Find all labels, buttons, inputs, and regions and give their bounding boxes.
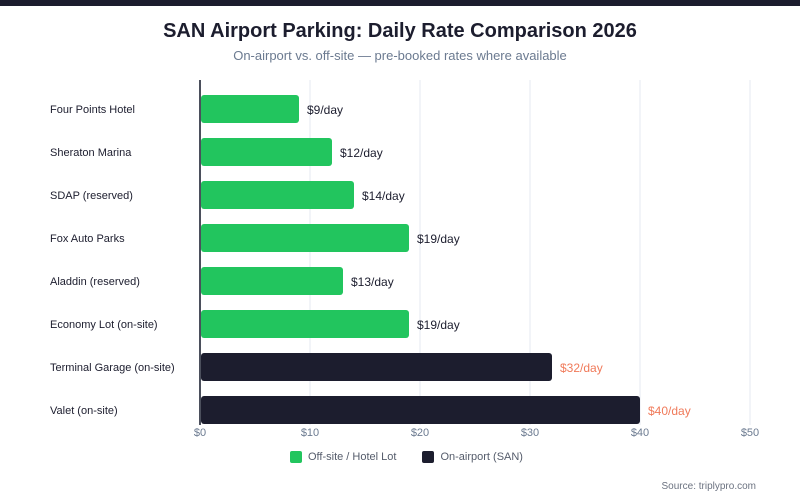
x-tick-label: $20 — [411, 427, 429, 439]
legend-swatch-offsite — [290, 451, 302, 463]
x-tick-label: $0 — [194, 427, 206, 439]
legend-item-offsite: Off-site / Hotel Lot — [290, 451, 396, 463]
bar-offsite — [201, 181, 354, 209]
data-label: $9/day — [307, 103, 343, 117]
value-labels: $9/day $12/day $14/day $19/day $13/day $19/da… — [307, 103, 691, 418]
data-label: $19/day — [417, 232, 460, 246]
legend-label-onairport: On-airport (SAN) — [440, 451, 523, 463]
category-label: Four Points Hotel — [50, 104, 135, 116]
data-label: $13/day — [351, 275, 394, 289]
chart-title: SAN Airport Parking: Daily Rate Comparis… — [163, 20, 637, 42]
category-label: Fox Auto Parks — [50, 233, 125, 245]
data-label: $32/day — [560, 361, 603, 375]
x-tick-label: $40 — [631, 427, 649, 439]
category-labels: Four Points Hotel Sheraton Marina SDAP (re… — [50, 104, 175, 417]
category-label: Terminal Garage (on-site) — [50, 362, 175, 374]
source-credit: Source: triplypro.com — [661, 481, 756, 492]
category-label: SDAP (reserved) — [50, 190, 133, 202]
x-axis-ticks: $0 $10 $20 $30 $40 $50 — [194, 427, 759, 439]
legend-item-onairport: On-airport (SAN) — [422, 451, 523, 463]
bar-onairport — [201, 353, 552, 381]
bar-onairport — [201, 396, 640, 424]
bar-offsite — [201, 267, 343, 295]
data-label: $12/day — [340, 146, 383, 160]
bar-offsite — [201, 138, 332, 166]
category-label: Aladdin (reserved) — [50, 276, 140, 288]
x-tick-label: $50 — [741, 427, 759, 439]
data-label: $19/day — [417, 318, 460, 332]
chart-subtitle: On-airport vs. off-site — pre-booked rat… — [233, 48, 567, 63]
bars — [201, 95, 640, 424]
category-label: Valet (on-site) — [50, 405, 118, 417]
bar-offsite — [201, 95, 299, 123]
x-tick-label: $30 — [521, 427, 539, 439]
category-label: Economy Lot (on-site) — [50, 319, 158, 331]
legend-label-offsite: Off-site / Hotel Lot — [308, 451, 397, 463]
top-accent-bar — [0, 0, 800, 6]
x-tick-label: $10 — [301, 427, 319, 439]
data-label: $40/day — [648, 404, 691, 418]
data-label: $14/day — [362, 189, 405, 203]
legend-swatch-onairport — [422, 451, 435, 463]
bar-offsite — [201, 224, 409, 252]
category-label: Sheraton Marina — [50, 147, 132, 159]
legend: Off-site / Hotel Lot On-airport (SAN) — [290, 451, 549, 463]
bar-offsite — [201, 310, 409, 338]
